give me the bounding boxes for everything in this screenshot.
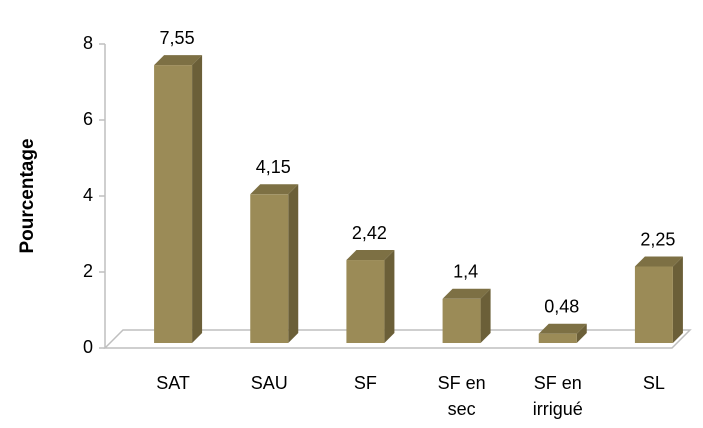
bar-side [672, 256, 683, 343]
bar-side [576, 323, 587, 343]
value-label: 0,48 [544, 297, 579, 317]
value-label: 2,42 [352, 223, 387, 243]
bar [634, 256, 683, 343]
x-tick-label: SAT [156, 373, 190, 393]
bar-side [384, 250, 395, 343]
bar-top [634, 256, 683, 267]
bar-front [538, 333, 577, 343]
bar [442, 288, 491, 343]
bar-side [480, 288, 491, 343]
bar [250, 184, 299, 343]
bar-top [442, 288, 491, 299]
bar-side [288, 184, 299, 343]
bar [346, 250, 395, 343]
bar-top [154, 55, 203, 66]
y-axis-label: Pourcentage [17, 138, 38, 253]
bar-front [346, 260, 385, 343]
x-tick-label: SF [353, 373, 377, 393]
bar [538, 323, 587, 343]
y-tick-label: 2 [83, 261, 93, 281]
bar-front [250, 194, 289, 343]
value-label: 1,4 [453, 262, 478, 282]
value-label: 2,25 [640, 229, 675, 249]
x-tick-label: SF en sec [437, 373, 486, 419]
x-tick-label: SAU [250, 373, 288, 393]
bar-top [346, 250, 395, 261]
bar-side [192, 55, 203, 343]
y-tick-label: 6 [83, 109, 93, 129]
bar-front [634, 266, 673, 343]
y-tick-label: 8 [83, 33, 93, 53]
bar [154, 55, 203, 343]
value-label: 4,15 [256, 157, 291, 177]
bar-front [442, 298, 481, 343]
value-label: 7,55 [160, 28, 195, 48]
y-tick-label: 0 [83, 337, 93, 357]
x-tick-label: SF en irrigué [532, 373, 583, 419]
bar-top [538, 323, 587, 334]
y-tick-label: 4 [83, 185, 93, 205]
bar-top [250, 184, 299, 195]
x-tick-label: SL [642, 373, 665, 393]
bar-front [154, 65, 193, 343]
